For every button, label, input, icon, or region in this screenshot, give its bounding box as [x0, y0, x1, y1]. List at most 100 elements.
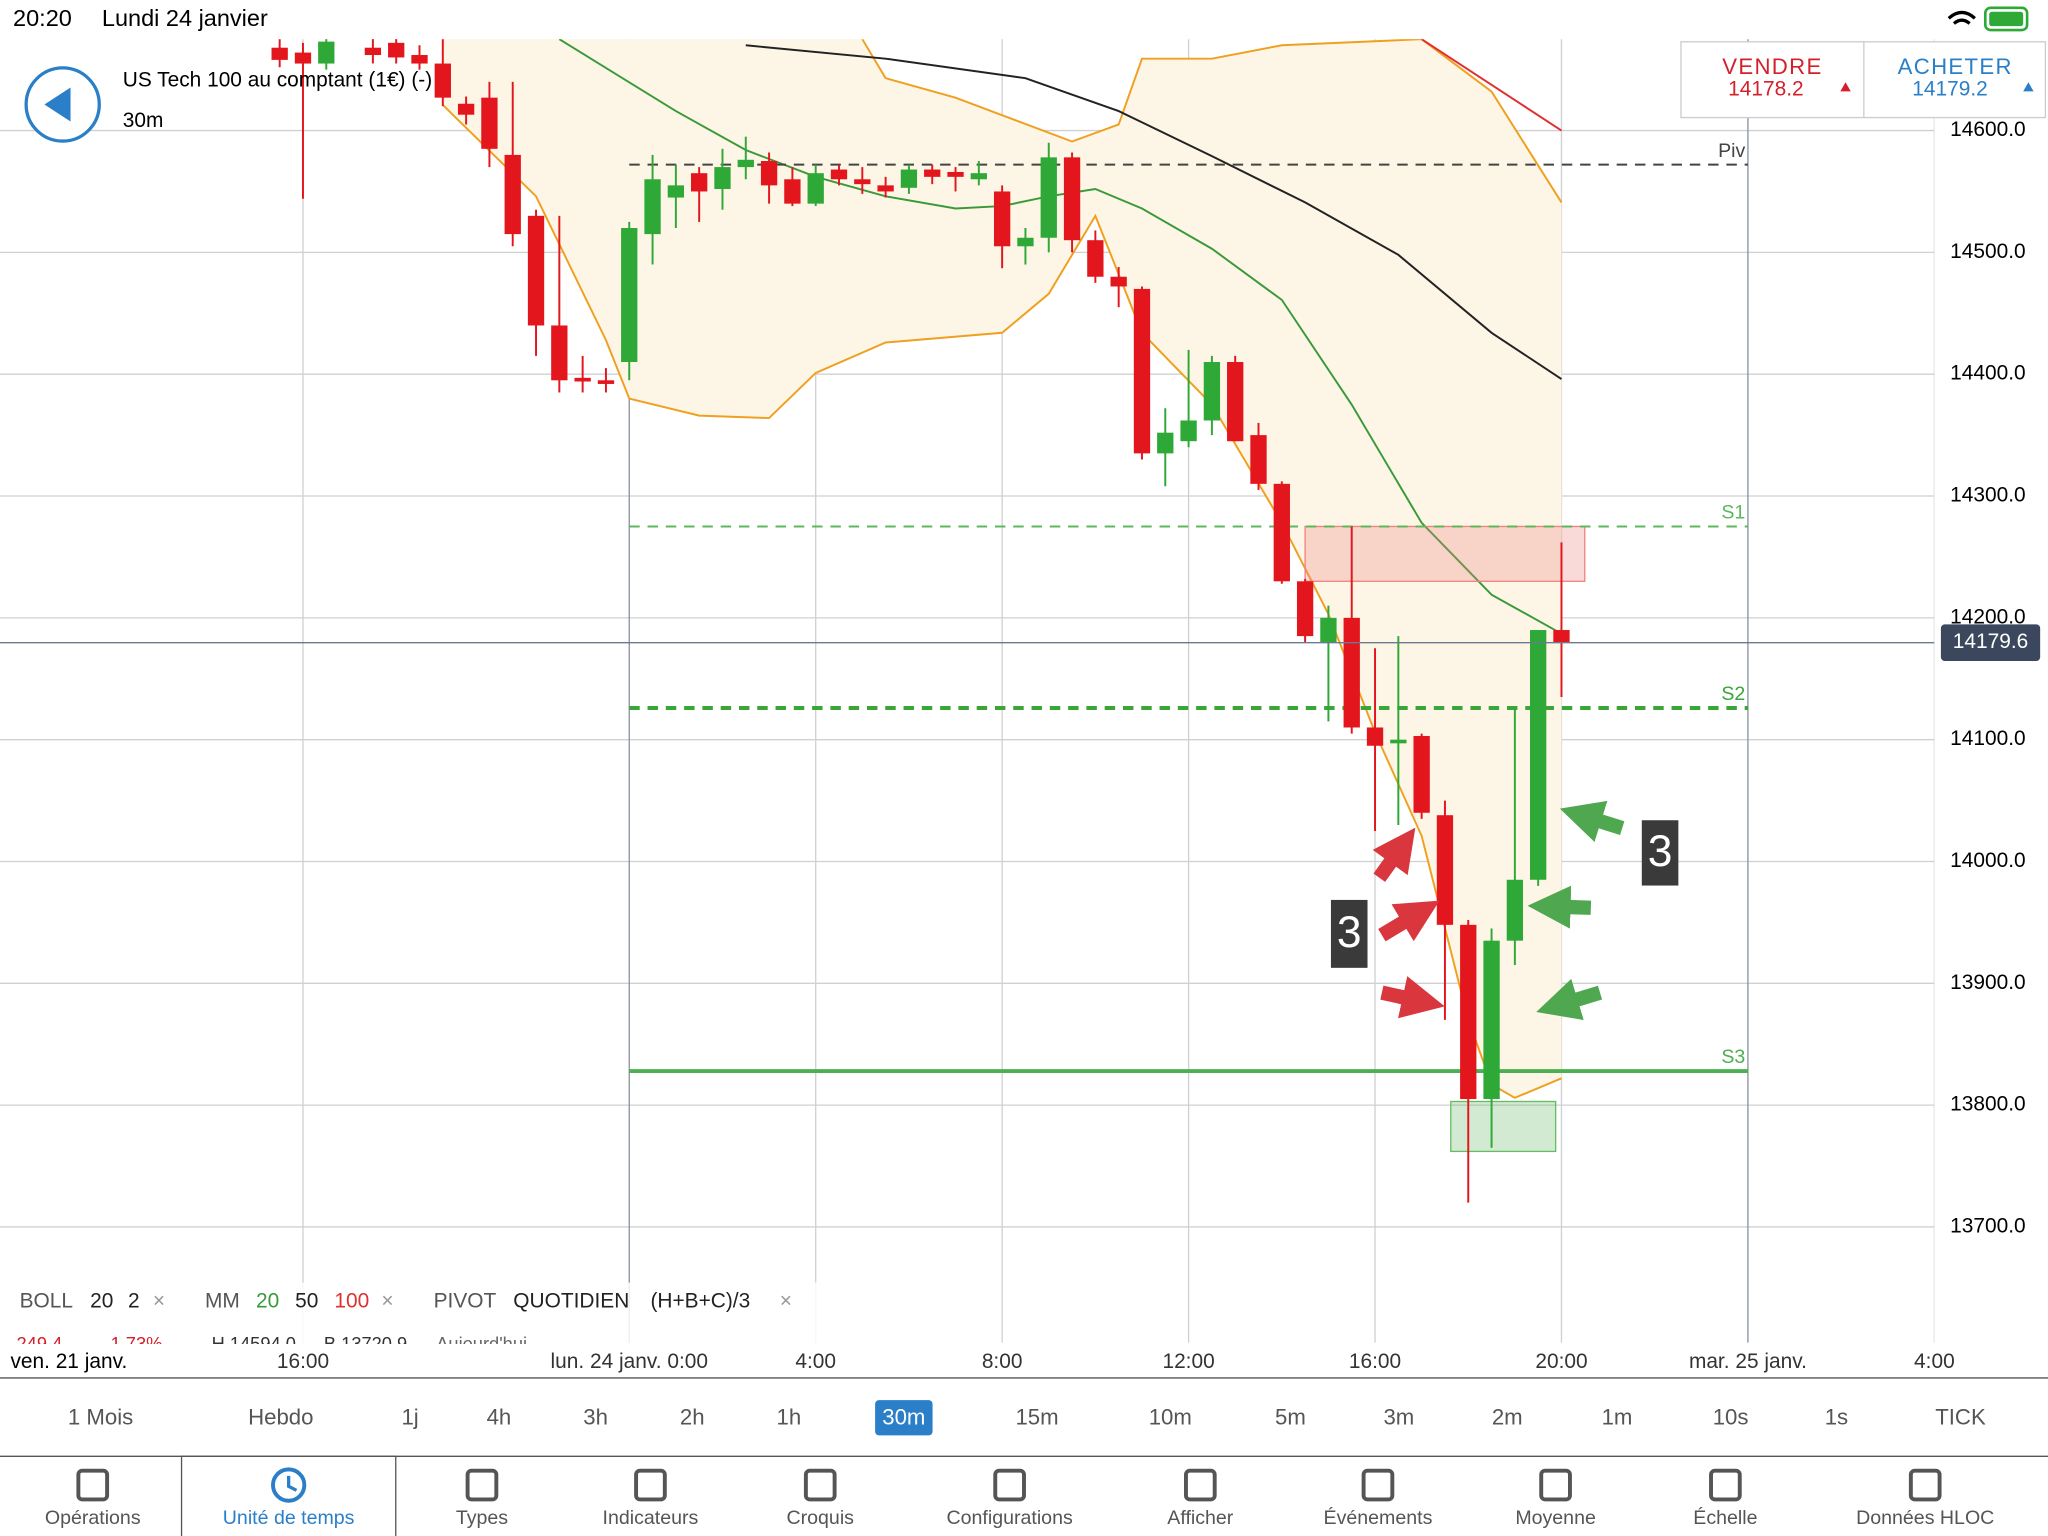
legend-text: QUOTIDIEN: [513, 1290, 629, 1313]
zone: [1450, 1100, 1557, 1153]
timeframe-bar: 1 Mois Hebdo 1j 4h 3h 2h 1h 30m 15m 10m 5m 3m 2m 1m 10…: [68, 1400, 1986, 1436]
x-tick-label: lun. 24 janv. 0:00: [551, 1350, 708, 1373]
nav-label[interactable]: Indicateurs: [603, 1507, 699, 1529]
legend-close[interactable]: ×: [153, 1290, 165, 1313]
timeframe-option[interactable]: 1s: [1825, 1404, 1848, 1429]
zone: [1304, 525, 1586, 582]
candle-body: [1040, 157, 1057, 238]
legend-close[interactable]: ×: [780, 1290, 792, 1313]
nav-label[interactable]: Moyenne: [1515, 1507, 1596, 1529]
back-icon: [44, 87, 71, 122]
annotation-box: [1330, 899, 1368, 968]
candle-body: [807, 173, 824, 204]
wifi-icon: [1947, 10, 1976, 25]
timeframe-option[interactable]: 15m: [1015, 1404, 1058, 1429]
y-tick-label: 13700.0: [1950, 1214, 2025, 1237]
legend-text: MM: [205, 1290, 240, 1313]
candle-body: [830, 169, 848, 180]
candle-body: [691, 173, 708, 192]
moving-average: [1421, 39, 1563, 132]
annotation-box: [1641, 820, 1679, 886]
candle-body: [714, 167, 731, 190]
candle-body: [1343, 617, 1360, 728]
timeframe-option[interactable]: 1m: [1602, 1404, 1633, 1429]
arrow: [1527, 885, 1592, 929]
candle-body: [1460, 924, 1477, 1100]
timeframe-option[interactable]: 10m: [1149, 1404, 1192, 1429]
legend-text: 2: [128, 1290, 140, 1313]
candle-body: [1017, 237, 1034, 247]
x-tick-label: 12:00: [1162, 1350, 1214, 1373]
timeframe-option[interactable]: TICK: [1935, 1404, 1986, 1429]
candle-body: [1250, 435, 1267, 484]
candle-body: [924, 169, 941, 177]
timeframe-option[interactable]: 2h: [680, 1404, 705, 1429]
legend-close[interactable]: ×: [381, 1290, 393, 1313]
legend-text: PIVOT: [434, 1290, 497, 1313]
candle-body: [1273, 483, 1290, 582]
nav-icon: [287, 1475, 298, 1492]
candle-body: [947, 171, 964, 177]
date-label: ven. 21 janv.: [10, 1350, 127, 1373]
candle-body: [504, 154, 521, 235]
candle-body: [1227, 362, 1244, 442]
nav-icon: [465, 1468, 499, 1502]
nav-label[interactable]: Unité de temps: [223, 1507, 355, 1529]
candle-body: [854, 179, 871, 185]
arrow: [1380, 976, 1445, 1019]
timeframe-option[interactable]: 10s: [1713, 1404, 1749, 1429]
annotation-arrows: [1372, 800, 1625, 1021]
arrow: [1559, 800, 1625, 843]
timeframe-option[interactable]: 3m: [1383, 1404, 1414, 1429]
candle-body: [760, 161, 778, 186]
legend-text: 100: [334, 1290, 369, 1313]
timeframe-option[interactable]: 3h: [583, 1404, 608, 1429]
nav-label[interactable]: Échelle: [1693, 1506, 1757, 1529]
candle-body: [1530, 630, 1547, 880]
bottom-nav: Opérations Unité de temps Types Indicateurs…: [45, 1455, 1994, 1536]
timeframe-option[interactable]: 1 Mois: [68, 1404, 133, 1429]
nav-label[interactable]: Données HLOC: [1856, 1507, 1994, 1529]
timeframe-option[interactable]: Hebdo: [248, 1404, 313, 1429]
nav-label[interactable]: Événements: [1324, 1506, 1433, 1529]
candle-body: [1063, 157, 1081, 241]
legend-text: 20: [90, 1290, 113, 1313]
y-tick-label: 14300.0: [1950, 484, 2025, 507]
candle-body: [1506, 879, 1524, 941]
battery-level: [1989, 11, 2024, 27]
y-tick-label: 14000.0: [1950, 849, 2025, 872]
candle-body: [318, 41, 335, 64]
nav-icon: [1361, 1468, 1395, 1502]
nav-icon: [271, 1467, 307, 1503]
timeframe-option[interactable]: 2m: [1492, 1404, 1523, 1429]
candle-body: [1366, 727, 1384, 746]
annotation: 3: [1337, 908, 1362, 957]
x-tick-label: 4:00: [795, 1350, 836, 1373]
x-axis: 16:00 lun. 24 janv. 0:00 4:00 8:00 12:00 16:0…: [277, 1350, 1955, 1373]
candle-body: [1413, 736, 1430, 813]
timeframe-option[interactable]: 4h: [487, 1404, 512, 1429]
nav-label[interactable]: Configurations: [947, 1507, 1073, 1529]
nav-label[interactable]: Types: [456, 1507, 508, 1529]
timeframe-option[interactable]: 5m: [1275, 1404, 1306, 1429]
pivot-label: S1: [1721, 502, 1745, 524]
band-upper: [861, 39, 1563, 203]
candle-body: [1553, 630, 1570, 643]
timeframe-option[interactable]: 30m: [882, 1404, 925, 1429]
x-tick-label: 16:00: [1349, 1350, 1401, 1373]
candle-body: [993, 191, 1011, 247]
moving-average: [745, 44, 1563, 380]
candle-body: [457, 103, 475, 115]
nav-label[interactable]: Croquis: [787, 1507, 855, 1529]
candle-body: [1180, 420, 1197, 442]
timeframe-option[interactable]: 1j: [401, 1404, 418, 1429]
nav-label[interactable]: Opérations: [45, 1507, 141, 1529]
nav-icon: [993, 1468, 1026, 1502]
y-tick-label: 14100.0: [1950, 727, 2025, 750]
nav-label[interactable]: Afficher: [1167, 1507, 1233, 1529]
buy-price: 14179.2: [1912, 78, 1987, 101]
timeframe-option[interactable]: 1h: [777, 1404, 802, 1429]
candle-body: [1320, 617, 1337, 643]
candle-body: [481, 97, 498, 149]
candle-body: [644, 179, 661, 235]
